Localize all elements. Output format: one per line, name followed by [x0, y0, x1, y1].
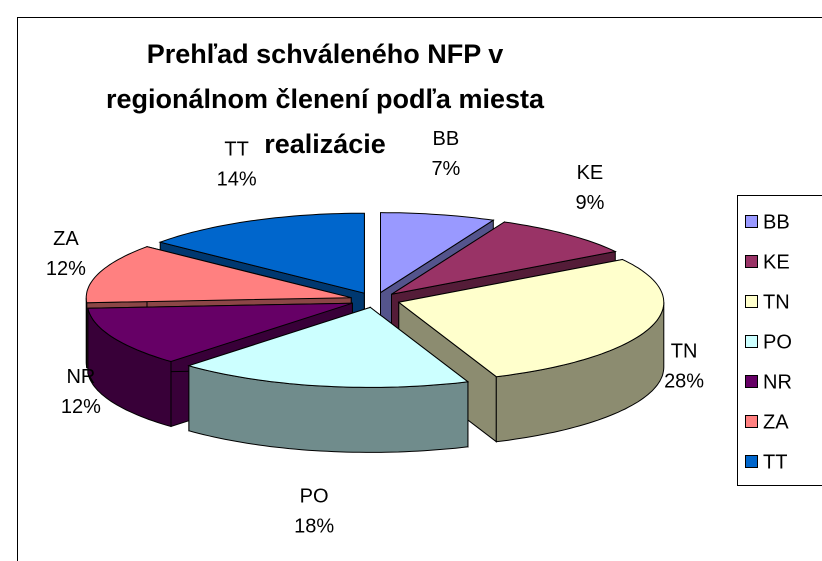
legend-swatch [745, 415, 758, 428]
legend-swatch [745, 375, 758, 388]
slice-side [85, 297, 88, 368]
legend-swatch [745, 215, 758, 228]
legend-label: ZA [763, 411, 789, 433]
legend-swatch [745, 255, 758, 268]
slice [85, 246, 352, 304]
legend-label: KE [763, 251, 790, 273]
data-label-value: 18% [294, 515, 334, 537]
data-label-value: 12% [46, 258, 86, 280]
data-label-value: 28% [664, 371, 704, 393]
data-label-value: 7% [431, 158, 460, 180]
chart-title: Prehľad schváleného NFP v regionálnom čl… [106, 39, 544, 159]
legend-swatch [745, 335, 758, 348]
legend-swatch [745, 455, 758, 468]
legend-label: NR [763, 371, 792, 393]
legend-swatch [745, 295, 758, 308]
legend-label: BB [763, 211, 790, 233]
legend-label: TN [763, 291, 790, 313]
data-label-value: 9% [575, 192, 604, 214]
slice [87, 302, 353, 363]
data-label-category: BB [433, 128, 460, 150]
data-label-value: 14% [217, 169, 257, 191]
slice [158, 212, 365, 294]
data-label-category: NR [66, 366, 95, 388]
data-label-category: TN [671, 341, 698, 363]
slice [380, 212, 495, 294]
slice [391, 221, 617, 295]
data-label-category: KE [577, 162, 604, 184]
data-label-category: ZA [53, 228, 79, 250]
slice [397, 258, 665, 378]
slice [187, 306, 470, 388]
legend-label: PO [763, 331, 792, 353]
data-label-category: TT [224, 139, 248, 161]
data-label-category: PO [300, 485, 329, 507]
data-label-value: 12% [61, 396, 101, 418]
legend-label: TT [763, 451, 787, 473]
